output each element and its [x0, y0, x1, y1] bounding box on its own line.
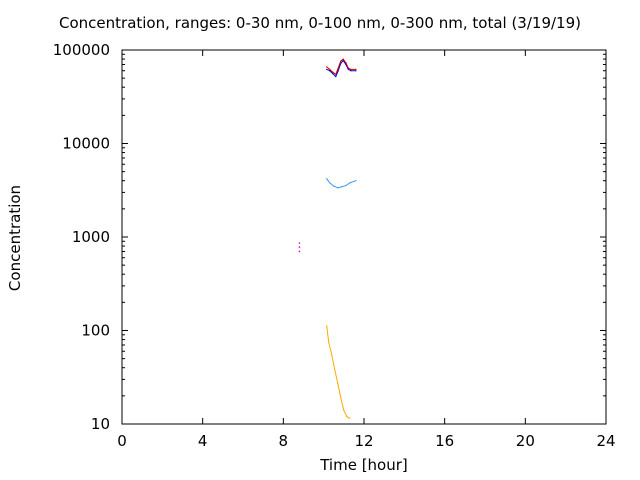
data-point: [349, 182, 351, 184]
y-tick-label: 10: [91, 415, 110, 433]
x-tick-label: 24: [596, 432, 615, 450]
x-tick-label: 8: [279, 432, 289, 450]
x-tick-label: 4: [198, 432, 208, 450]
data-point: [329, 68, 331, 71]
data-point: [329, 70, 331, 72]
data-point: [346, 415, 348, 418]
data-point: [345, 62, 347, 64]
data-point: [326, 178, 328, 180]
plot-frame: [121, 49, 607, 425]
data-point: [335, 73, 337, 75]
data-point: [355, 70, 357, 72]
data-point: [337, 383, 339, 385]
x-axis-label: Time [hour]: [320, 456, 408, 474]
data-point: [326, 66, 328, 68]
data-point: [335, 75, 337, 78]
data-point: [347, 67, 349, 69]
series-line: [326, 178, 357, 189]
series-1: [326, 58, 357, 76]
y-tick-label: 100000: [53, 41, 110, 59]
data-point: [341, 186, 343, 188]
data-point: [298, 250, 301, 253]
y-tick-label: 100: [81, 322, 110, 340]
data-point: [326, 68, 328, 71]
data-point: [332, 72, 334, 75]
series-0: [326, 59, 357, 78]
data-point: [334, 369, 336, 371]
chart-title: Concentration, ranges: 0-30 nm, 0-100 nm…: [59, 14, 581, 32]
data-point: [355, 180, 357, 182]
x-axis: 0 4 8 12 16 20 24: [117, 50, 616, 450]
data-point: [337, 70, 339, 72]
data-point: [340, 60, 342, 62]
data-point: [333, 185, 335, 187]
x-tick-label: 20: [516, 432, 535, 450]
y-tick-label: 1000: [72, 228, 110, 246]
x-tick-label: 0: [117, 432, 127, 450]
data-point: [298, 246, 301, 248]
x-tick-label: 12: [354, 432, 373, 450]
data-point: [350, 70, 352, 72]
data-point: [355, 68, 357, 71]
series-4: [326, 325, 351, 419]
y-axis-label: Concentration: [6, 184, 24, 292]
data-point: [328, 341, 330, 343]
series-3: [326, 178, 357, 189]
y-tick-label: 10000: [62, 135, 110, 153]
data-point: [337, 67, 339, 69]
data-point: [298, 242, 301, 244]
data-point: [343, 409, 345, 411]
data-point: [332, 71, 334, 73]
data-point: [331, 354, 333, 356]
series-2: [298, 242, 301, 253]
series-layer: [298, 58, 357, 419]
data-point: [347, 68, 349, 71]
data-point: [349, 417, 351, 419]
data-point: [326, 325, 328, 327]
series-line: [326, 325, 351, 419]
data-point: [342, 58, 344, 60]
data-point: [329, 182, 331, 184]
y-axis: 10 100 1000 10000 100000: [53, 41, 606, 433]
data-point: [340, 397, 342, 399]
data-point: [337, 187, 339, 189]
data-point: [345, 184, 347, 187]
data-point: [350, 68, 352, 71]
x-tick-label: 16: [435, 432, 454, 450]
